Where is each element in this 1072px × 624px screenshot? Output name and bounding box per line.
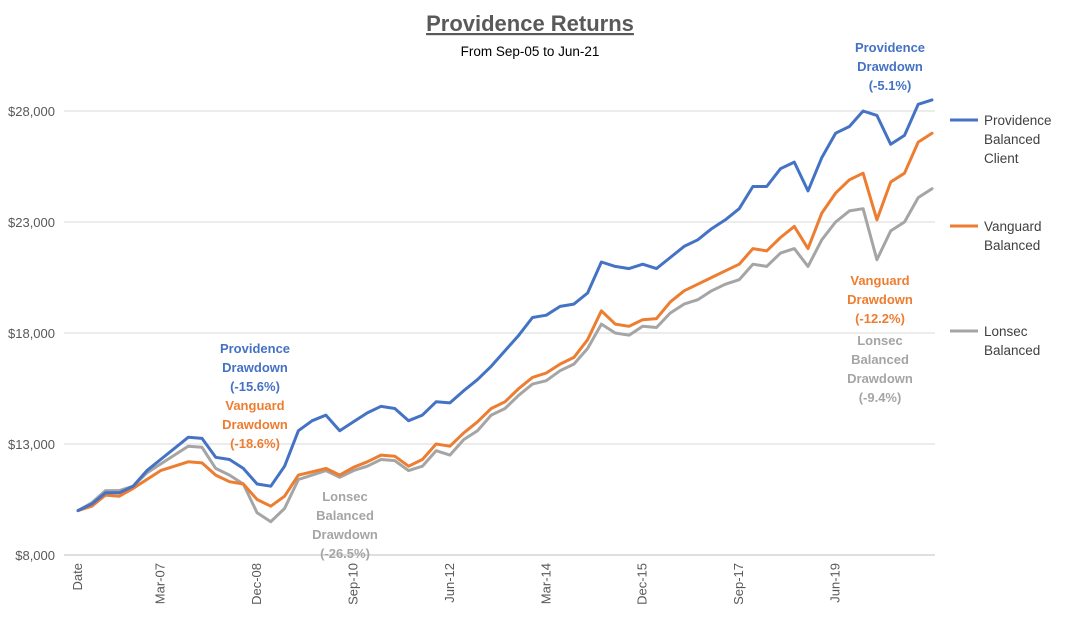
legend-label-line: Client: [984, 151, 1019, 166]
lonsec-drawdown-2020-label: Lonsec Balanced Drawdown (-9.4%): [847, 333, 913, 405]
annotation-line: Providence: [855, 40, 925, 55]
drawdown-annotations: Providence Drawdown (-15.6%) Vanguard Drawdo…: [220, 40, 925, 561]
x-axis: Date Mar-07 Dec-08 Sep-10 Jun-12 Mar-14 Dec-15…: [70, 563, 843, 605]
annotation-line: Balanced: [851, 352, 909, 367]
series-lines: [76, 98, 934, 524]
y-axis: $8,000 $13,000 $18,000 $23,000 $28,000: [8, 104, 55, 563]
providence-drawdown-2008-label: Providence Drawdown (-15.6%): [220, 341, 290, 394]
vanguard-drawdown-2020-label: Vanguard Drawdown (-12.2%): [847, 273, 913, 326]
annotation-line: (-12.2%): [855, 311, 905, 326]
legend-label: Vanguard Balanced: [984, 219, 1042, 253]
annotation-line: (-18.6%): [230, 436, 280, 451]
annotation-line: Lonsec: [322, 489, 368, 504]
annotation-line: Providence: [220, 341, 290, 356]
x-tick-label: Jun-12: [442, 563, 457, 603]
lonsec-series-line: [76, 187, 934, 524]
annotation-line: Vanguard: [225, 398, 284, 413]
y-tick-label: $8,000: [15, 548, 55, 563]
legend-label-line: Balanced: [984, 132, 1040, 147]
legend-label-line: Vanguard: [984, 219, 1042, 234]
legend-item-providence: Providence Balanced Client: [950, 113, 1052, 166]
providence-series-line: [76, 98, 934, 513]
annotation-line: Drawdown: [222, 360, 288, 375]
lonsec-drawdown-2008-label: Lonsec Balanced Drawdown (-26.5%): [312, 489, 378, 561]
legend-label-line: Lonsec: [984, 324, 1028, 339]
annotation-line: (-26.5%): [320, 546, 370, 561]
legend-label: Lonsec Balanced: [984, 324, 1040, 358]
annotation-line: (-15.6%): [230, 379, 280, 394]
legend-label-line: Providence: [984, 113, 1052, 128]
annotation-line: Drawdown: [847, 371, 913, 386]
annotation-line: Drawdown: [857, 59, 923, 74]
annotation-line: Balanced: [316, 508, 374, 523]
legend-item-vanguard: Vanguard Balanced: [950, 219, 1042, 253]
x-tick-label: Jun-19: [828, 563, 843, 603]
chart-title: Providence Returns: [426, 11, 634, 36]
annotation-line: Drawdown: [222, 417, 288, 432]
y-tick-label: $13,000: [8, 437, 55, 452]
x-tick-label: Date: [70, 563, 85, 590]
providence-drawdown-2020-label: Providence Drawdown (-5.1%): [855, 40, 925, 93]
annotation-line: Lonsec: [857, 333, 903, 348]
legend-label: Providence Balanced Client: [984, 113, 1052, 166]
x-tick-label: Mar-07: [153, 563, 168, 604]
legend-item-lonsec: Lonsec Balanced: [950, 324, 1040, 358]
annotation-line: (-9.4%): [859, 390, 902, 405]
legend-label-line: Balanced: [984, 343, 1040, 358]
annotation-line: Drawdown: [312, 527, 378, 542]
annotation-line: Vanguard: [850, 273, 909, 288]
legend-label-line: Balanced: [984, 238, 1040, 253]
vanguard-drawdown-2008-label: Vanguard Drawdown (-18.6%): [222, 398, 288, 451]
y-tick-label: $28,000: [8, 104, 55, 119]
y-tick-label: $23,000: [8, 215, 55, 230]
gridlines: [64, 110, 935, 556]
x-tick-label: Sep-10: [345, 563, 360, 605]
chart-subtitle: From Sep-05 to Jun-21: [461, 44, 600, 59]
annotation-line: (-5.1%): [869, 78, 912, 93]
x-tick-label: Dec-08: [249, 563, 264, 605]
legend: Providence Balanced Client Vanguard Balanced…: [950, 113, 1052, 358]
y-tick-label: $18,000: [8, 326, 55, 341]
annotation-line: Drawdown: [847, 292, 913, 307]
x-tick-label: Dec-15: [635, 563, 650, 605]
x-tick-label: Sep-17: [731, 563, 746, 605]
x-tick-label: Mar-14: [538, 563, 553, 604]
vanguard-series-line: [76, 131, 934, 513]
